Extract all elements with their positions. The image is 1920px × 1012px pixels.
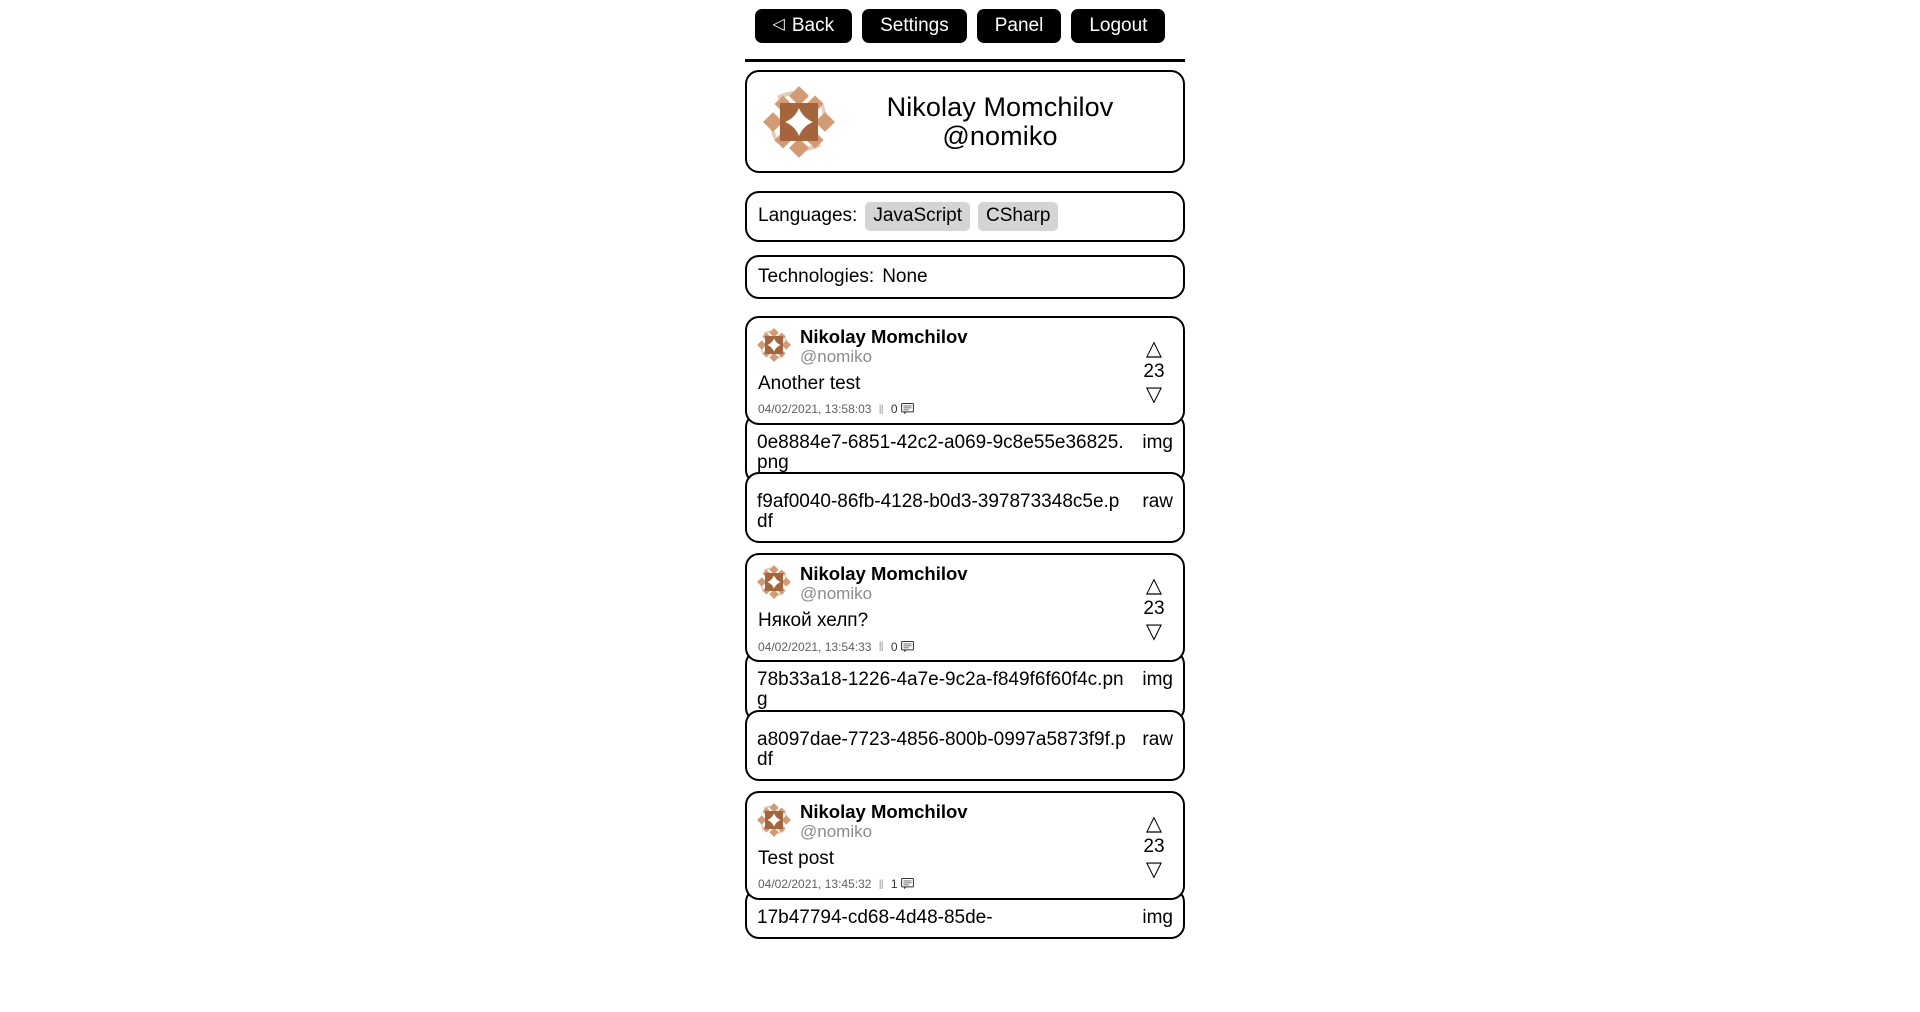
upvote-icon[interactable]: △ <box>1145 811 1163 835</box>
post-card[interactable]: Nikolay Momchilov @nomiko Test post 04/02/2… <box>745 790 1185 900</box>
post-comment-count: 0 <box>890 402 898 417</box>
post-list: Nikolay Momchilov @nomiko Another test 04/0… <box>745 315 1185 939</box>
attachment-kind: img <box>1142 906 1173 928</box>
post-content: Nikolay Momchilov @nomiko Test post 04/02/2… <box>757 801 1131 892</box>
post-title[interactable]: Някой хелп? <box>758 610 869 632</box>
attachment-kind: img <box>1142 669 1173 691</box>
post-card[interactable]: Nikolay Momchilov @nomiko Някой хелп? 04/02… <box>745 553 1185 663</box>
post-comment-count: 0 <box>890 639 898 654</box>
post-meta-separator: ‖ <box>878 401 884 417</box>
vote-count: 23 <box>1143 598 1165 620</box>
post-author-row: Nikolay Momchilov @nomiko <box>757 801 1131 842</box>
panel-button-label: Panel <box>994 15 1044 36</box>
vote-controls: △ 23 ▽ <box>1131 801 1173 892</box>
identicon-avatar <box>757 801 791 842</box>
post-card[interactable]: Nikolay Momchilov @nomiko Another test 04/0… <box>745 315 1185 425</box>
comment-icon <box>900 403 914 415</box>
vote-controls: △ 23 ▽ <box>1131 326 1173 417</box>
post-attachment[interactable]: f9af0040-86fb-4128-b0d3-397873348c5e.pdf… <box>745 472 1185 544</box>
logout-button-label: Logout <box>1089 15 1148 36</box>
comment-icon <box>900 878 914 890</box>
upvote-icon[interactable]: △ <box>1145 336 1163 360</box>
post-comment-count-group[interactable]: 0 <box>891 640 914 654</box>
vote-count: 23 <box>1143 360 1165 382</box>
post-item: Nikolay Momchilov @nomiko Test post 04/02/2… <box>745 790 1185 939</box>
header-divider <box>745 59 1185 62</box>
post-author-handle[interactable]: @nomiko <box>800 584 873 604</box>
back-button-label: Back <box>791 15 835 36</box>
post-author-names: Nikolay Momchilov @nomiko <box>800 801 968 841</box>
technologies-row: Technologies: None <box>745 254 1185 299</box>
post-timestamp: 04/02/2021, 13:45:32 <box>758 877 872 892</box>
language-tag[interactable]: CSharp <box>978 202 1059 231</box>
identicon-avatar <box>757 563 791 604</box>
panel-button[interactable]: Panel <box>976 9 1062 43</box>
post-author-handle[interactable]: @nomiko <box>800 821 873 841</box>
profile-handle: @nomiko <box>942 120 1058 151</box>
language-tag[interactable]: JavaScript <box>865 202 971 231</box>
profile-display-name: Nikolay Momchilov <box>886 91 1114 122</box>
comment-icon <box>900 640 914 653</box>
downvote-icon[interactable]: ▽ <box>1145 857 1163 881</box>
attachment-kind: raw <box>1142 491 1173 513</box>
post-comment-count-group[interactable]: 0 <box>891 402 914 416</box>
languages-tag-list: JavaScript CSharp <box>865 202 1059 231</box>
attachment-kind: img <box>1142 431 1173 453</box>
post-footer: 04/02/2021, 13:58:03 ‖ 0 <box>758 402 1131 417</box>
post-timestamp: 04/02/2021, 13:58:03 <box>758 402 872 417</box>
post-author-row: Nikolay Momchilov @nomiko <box>757 326 1131 367</box>
post-footer: 04/02/2021, 13:45:32 ‖ 1 <box>758 877 1131 892</box>
profile-name-block: Nikolay Momchilov @nomiko <box>853 91 1167 151</box>
post-author-name[interactable]: Nikolay Momchilov <box>800 800 968 822</box>
attachment-kind: raw <box>1142 728 1173 750</box>
post-author-handle[interactable]: @nomiko <box>800 346 873 366</box>
attachment-filename: 0e8884e7-6851-42c2-a069-9c8e55e36825.png <box>757 431 1124 473</box>
triangle-left-icon: ◁ <box>772 15 785 33</box>
back-button[interactable]: ◁ Back <box>754 9 853 43</box>
technologies-value: None <box>882 265 928 287</box>
languages-label: Languages: <box>758 205 858 227</box>
post-item: Nikolay Momchilov @nomiko Някой хелп? 04/02… <box>745 553 1185 781</box>
profile-header-card: Nikolay Momchilov @nomiko <box>745 70 1185 173</box>
settings-button-label: Settings <box>880 15 949 36</box>
downvote-icon[interactable]: ▽ <box>1145 620 1163 644</box>
identicon-avatar <box>757 326 791 367</box>
technologies-label: Technologies: <box>758 265 875 287</box>
languages-row: Languages: JavaScript CSharp <box>745 191 1185 242</box>
post-author-names: Nikolay Momchilov @nomiko <box>800 326 968 366</box>
identicon-avatar <box>763 85 835 158</box>
attachment-filename: a8097dae-7723-4856-800b-0997a5873f9f.pdf <box>757 728 1126 770</box>
post-content: Nikolay Momchilov @nomiko Another test 04/0… <box>757 326 1131 417</box>
post-item: Nikolay Momchilov @nomiko Another test 04/0… <box>745 315 1185 544</box>
post-comment-count-group[interactable]: 1 <box>891 877 914 891</box>
post-author-name[interactable]: Nikolay Momchilov <box>800 563 968 585</box>
vote-count: 23 <box>1143 835 1165 857</box>
post-title[interactable]: Another test <box>758 372 861 394</box>
attachment-filename: 17b47794-cd68-4d48-85de- <box>757 906 993 928</box>
post-meta-separator: ‖ <box>878 876 884 892</box>
post-author-row: Nikolay Momchilov @nomiko <box>757 563 1131 604</box>
post-content: Nikolay Momchilov @nomiko Някой хелп? 04/02… <box>757 563 1131 654</box>
vote-controls: △ 23 ▽ <box>1131 563 1173 654</box>
post-title[interactable]: Test post <box>758 847 835 869</box>
post-timestamp: 04/02/2021, 13:54:33 <box>758 639 872 654</box>
downvote-icon[interactable]: ▽ <box>1145 382 1163 406</box>
logout-button[interactable]: Logout <box>1071 9 1166 43</box>
upvote-icon[interactable]: △ <box>1145 574 1163 598</box>
settings-button[interactable]: Settings <box>862 9 967 43</box>
post-footer: 04/02/2021, 13:54:33 ‖ 0 <box>758 639 1131 654</box>
post-comment-count: 1 <box>890 877 898 892</box>
top-navigation-bar: ◁ Back Settings Panel Logout <box>0 0 1920 43</box>
main-column: Nikolay Momchilov @nomiko Languages: Jav… <box>745 70 1185 949</box>
post-attachment[interactable]: a8097dae-7723-4856-800b-0997a5873f9f.pdf… <box>745 709 1185 781</box>
attachment-filename: f9af0040-86fb-4128-b0d3-397873348c5e.pdf <box>757 491 1120 533</box>
attachment-filename: 78b33a18-1226-4a7e-9c2a-f849f6f60f4c.png <box>757 669 1124 711</box>
post-meta-separator: ‖ <box>878 639 884 655</box>
post-author-name[interactable]: Nikolay Momchilov <box>800 325 968 347</box>
post-author-names: Nikolay Momchilov @nomiko <box>800 563 968 603</box>
